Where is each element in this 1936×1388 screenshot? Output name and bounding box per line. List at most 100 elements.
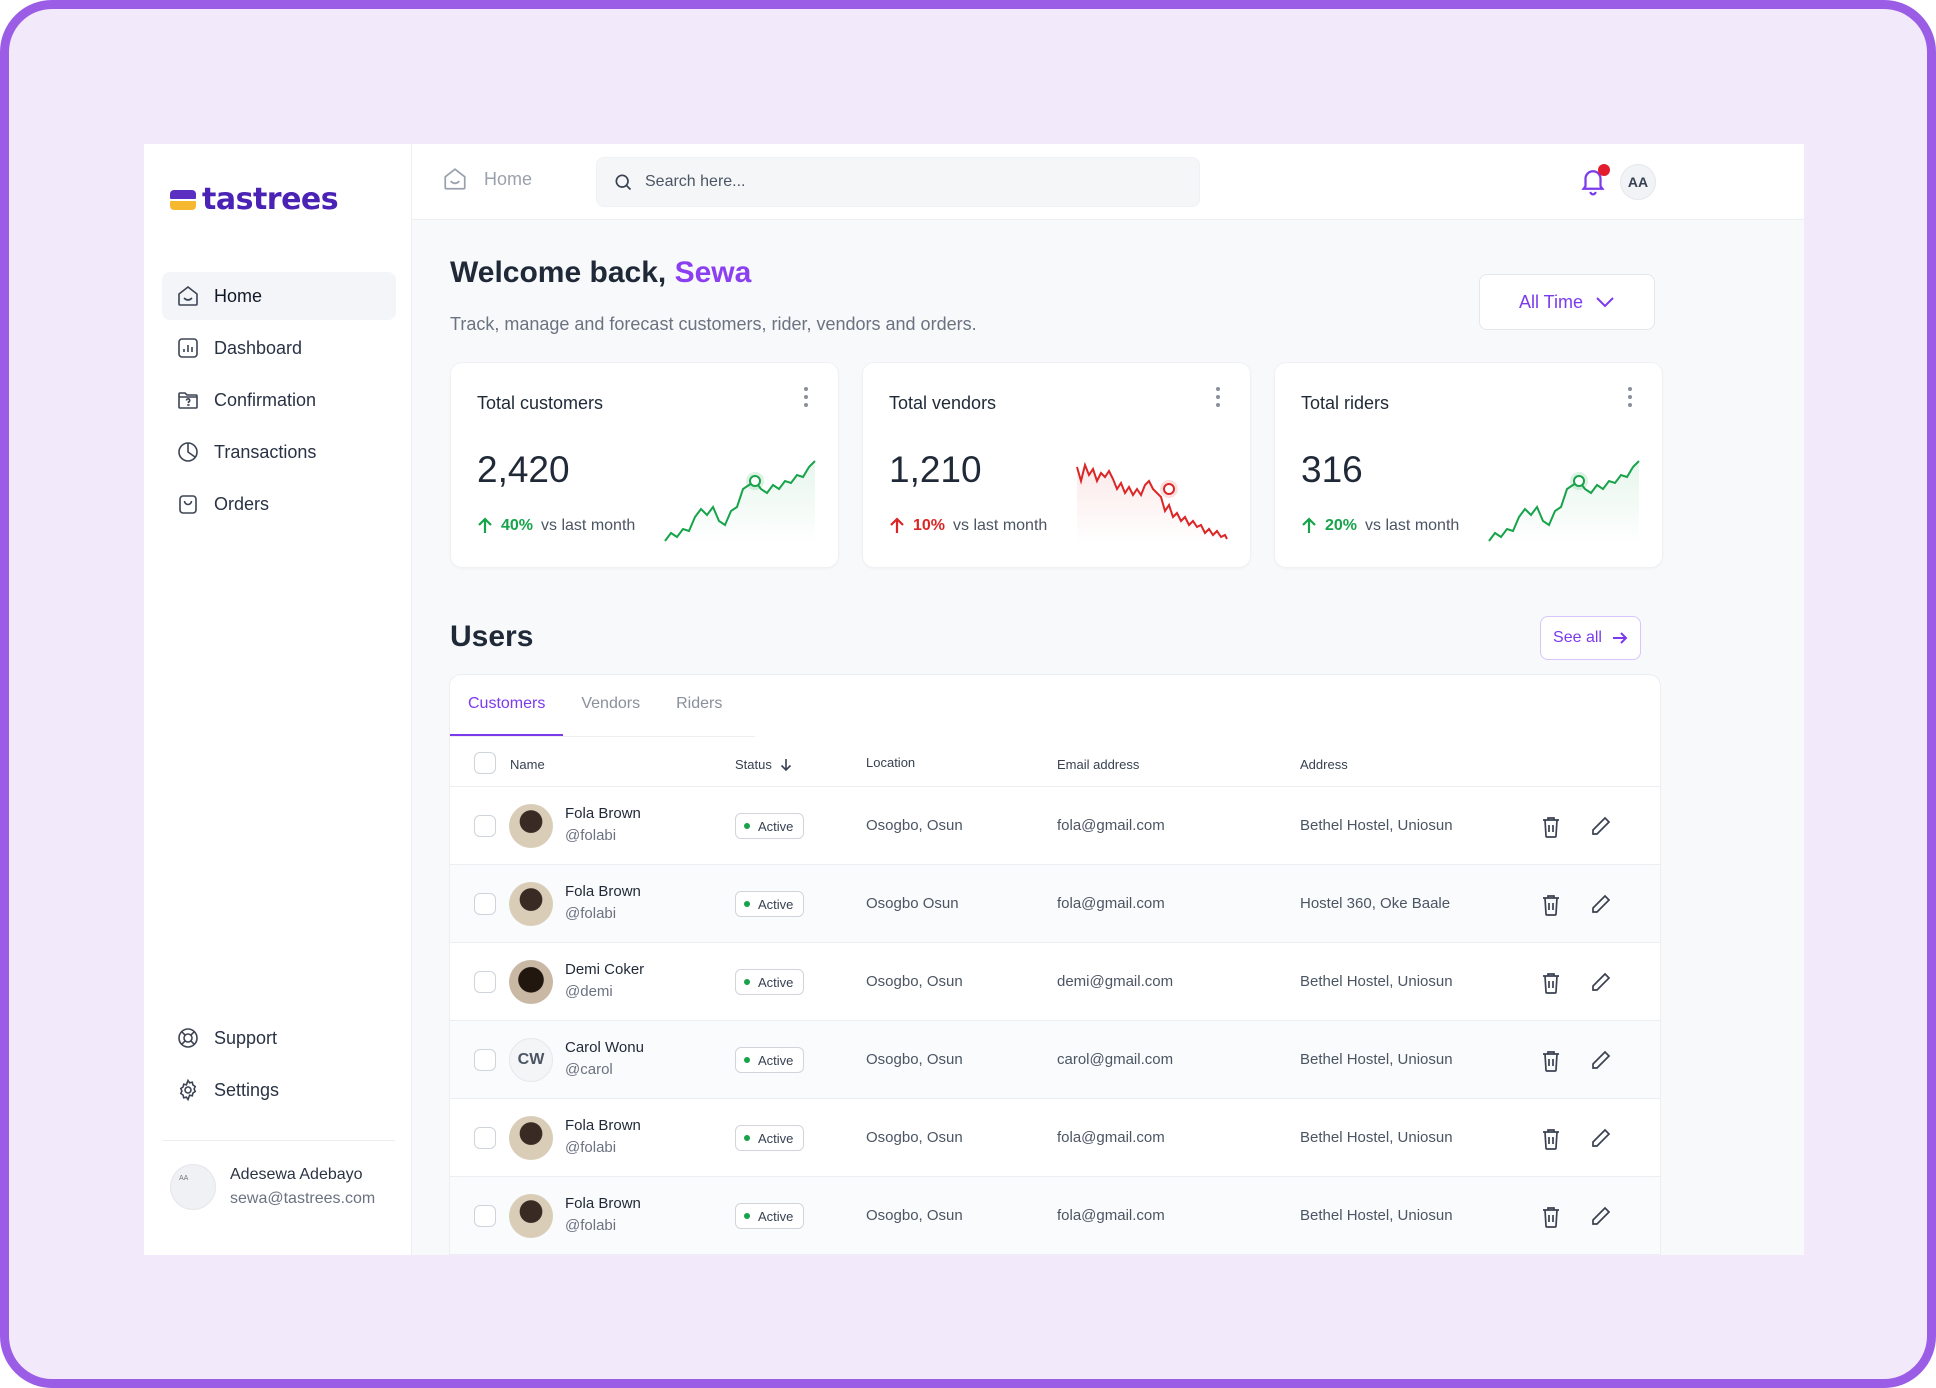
user-address: Bethel Hostel, Uniosun bbox=[1300, 1129, 1453, 1146]
avatar[interactable]: AA bbox=[1620, 164, 1656, 200]
trash-icon[interactable] bbox=[1540, 1205, 1562, 1229]
card-trend: 10% vs last month bbox=[889, 517, 1047, 535]
stat-card-vendors: Total vendors 1,210 10% vs last month bbox=[862, 362, 1251, 568]
card-value: 1,210 bbox=[889, 449, 982, 490]
trash-icon[interactable] bbox=[1540, 815, 1562, 839]
avatar: AA bbox=[170, 1164, 216, 1210]
avatar bbox=[509, 960, 553, 1004]
column-header-name[interactable]: Name bbox=[510, 757, 545, 772]
user-name: Fola Brown bbox=[565, 1195, 641, 1212]
row-checkbox[interactable] bbox=[474, 1127, 496, 1149]
user-name: Fola Brown bbox=[565, 883, 641, 900]
breadcrumb[interactable]: Home bbox=[442, 166, 532, 192]
search-icon bbox=[615, 174, 632, 191]
column-header-address[interactable]: Address bbox=[1300, 757, 1348, 772]
section-title: Users bbox=[450, 620, 534, 653]
status-badge: Active bbox=[735, 1203, 805, 1229]
search-bar[interactable] bbox=[596, 157, 1200, 207]
column-header-status[interactable]: Status bbox=[735, 757, 792, 772]
sidebar-item-home[interactable]: Home bbox=[162, 272, 396, 320]
tab-customers[interactable]: Customers bbox=[450, 675, 564, 736]
sidebar-item-label: Transactions bbox=[214, 441, 317, 462]
sidebar-item-transactions[interactable]: Transactions bbox=[162, 428, 396, 476]
sidebar-nav: Home Dashboard Confirmation Transactions… bbox=[162, 272, 396, 532]
arrow-down-icon bbox=[780, 758, 791, 771]
sidebar-item-confirmation[interactable]: Confirmation bbox=[162, 376, 396, 424]
table-header: Name Status Location Email address Addre… bbox=[450, 737, 1660, 787]
user-profile[interactable]: AA Adesewa Adebayo sewa@tastrees.com bbox=[170, 1164, 375, 1210]
notification-dot bbox=[1598, 164, 1610, 176]
table-row[interactable]: Fola Brown @folabi Active Osogbo Osun fo… bbox=[450, 865, 1660, 943]
row-checkbox[interactable] bbox=[474, 1049, 496, 1071]
table-row[interactable]: CW Carol Wonu @carol Active Osogbo, Osun… bbox=[450, 1021, 1660, 1099]
arrow-up-icon bbox=[1302, 517, 1316, 533]
pencil-icon[interactable] bbox=[1590, 1127, 1612, 1149]
row-checkbox[interactable] bbox=[474, 815, 496, 837]
sidebar-item-label: Orders bbox=[214, 493, 270, 514]
trash-icon[interactable] bbox=[1540, 1049, 1562, 1073]
logo-mark-icon bbox=[170, 187, 196, 213]
status-label: Active bbox=[758, 974, 794, 990]
notification-button[interactable] bbox=[1578, 164, 1612, 200]
avatar bbox=[509, 882, 553, 926]
status-badge: Active bbox=[735, 1047, 805, 1073]
row-checkbox[interactable] bbox=[474, 971, 496, 993]
user-address: Bethel Hostel, Uniosun bbox=[1300, 1051, 1453, 1068]
sparkline bbox=[1488, 460, 1640, 545]
tab-riders[interactable]: Riders bbox=[676, 695, 723, 712]
table-row[interactable]: Demi Coker @demi Active Osogbo, Osun dem… bbox=[450, 943, 1660, 1021]
time-range-dropdown[interactable]: All Time bbox=[1479, 274, 1655, 330]
user-location: Osogbo, Osun bbox=[866, 1051, 963, 1068]
profile-email: sewa@tastrees.com bbox=[230, 1190, 376, 1207]
search-input[interactable] bbox=[645, 173, 1165, 191]
sidebar: tastrees Home Dashboard Confirmation T bbox=[144, 144, 412, 1255]
sidebar-item-settings[interactable]: Settings bbox=[162, 1066, 396, 1114]
more-options-icon[interactable] bbox=[804, 387, 810, 409]
column-header-email[interactable]: Email address bbox=[1057, 757, 1140, 772]
user-handle: @demi bbox=[565, 983, 613, 1000]
brand-logo[interactable]: tastrees bbox=[170, 182, 339, 217]
pie-chart-icon bbox=[178, 442, 198, 462]
sidebar-item-dashboard[interactable]: Dashboard bbox=[162, 324, 396, 372]
column-header-location[interactable]: Location bbox=[866, 755, 916, 770]
card-title: Total customers bbox=[477, 393, 604, 413]
stat-card-customers: Total customers 2,420 40% vs last month bbox=[450, 362, 839, 568]
user-handle: @folabi bbox=[565, 1139, 617, 1156]
status-label: Active bbox=[758, 818, 794, 834]
table-row[interactable]: Fola Brown @folabi Active Osogbo, Osun f… bbox=[450, 787, 1660, 865]
select-all-checkbox[interactable] bbox=[474, 752, 496, 774]
trash-icon[interactable] bbox=[1540, 971, 1562, 995]
sparkline bbox=[1076, 461, 1228, 545]
user-address: Bethel Hostel, Uniosun bbox=[1300, 1207, 1453, 1224]
sidebar-item-label: Confirmation bbox=[214, 389, 317, 410]
status-badge: Active bbox=[735, 969, 805, 995]
see-all-button[interactable]: See all bbox=[1540, 616, 1641, 660]
more-options-icon[interactable] bbox=[1628, 387, 1634, 409]
card-title: Total vendors bbox=[889, 393, 997, 413]
arrow-up-icon bbox=[478, 517, 492, 533]
question-folder-icon bbox=[178, 392, 198, 409]
arrow-up-icon bbox=[890, 517, 904, 533]
avatar: CW bbox=[509, 1038, 553, 1082]
table-row[interactable]: Fola Brown @folabi Active Osogbo, Osun f… bbox=[450, 1099, 1660, 1177]
pencil-icon[interactable] bbox=[1590, 893, 1612, 915]
trash-icon[interactable] bbox=[1540, 893, 1562, 917]
pencil-icon[interactable] bbox=[1590, 1205, 1612, 1227]
page-subtitle: Track, manage and forecast customers, ri… bbox=[450, 314, 977, 334]
table-row[interactable]: Fola Brown @folabi Active Osogbo, Osun f… bbox=[450, 1177, 1660, 1255]
user-location: Osogbo, Osun bbox=[866, 817, 963, 834]
pencil-icon[interactable] bbox=[1590, 815, 1612, 837]
row-checkbox[interactable] bbox=[474, 1205, 496, 1227]
pencil-icon[interactable] bbox=[1590, 1049, 1612, 1071]
user-name: Fola Brown bbox=[565, 805, 641, 822]
status-dot bbox=[744, 1213, 750, 1219]
trash-icon[interactable] bbox=[1540, 1127, 1562, 1151]
pencil-icon[interactable] bbox=[1590, 971, 1612, 993]
more-options-icon[interactable] bbox=[1216, 387, 1222, 409]
sidebar-item-orders[interactable]: Orders bbox=[162, 480, 396, 528]
tab-vendors[interactable]: Vendors bbox=[581, 695, 641, 712]
row-checkbox[interactable] bbox=[474, 893, 496, 915]
card-title: Total riders bbox=[1301, 393, 1390, 413]
bag-icon bbox=[179, 495, 197, 514]
sidebar-item-support[interactable]: Support bbox=[162, 1014, 396, 1062]
